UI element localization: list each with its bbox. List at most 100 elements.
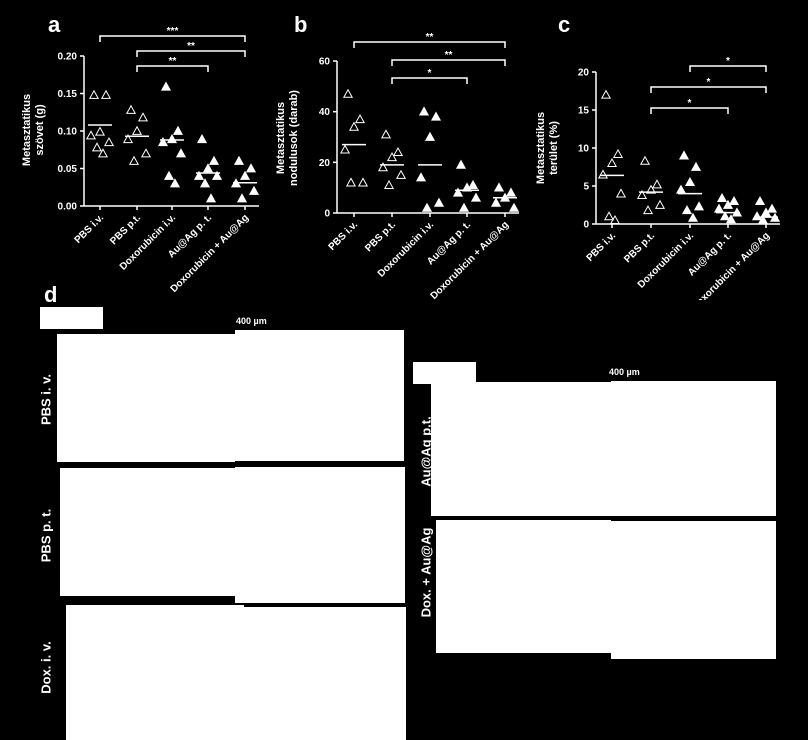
data-point-a [91,142,103,152]
data-point-b [461,182,473,192]
data-point-b [345,177,357,187]
data-point-a [211,170,223,180]
y-tick-label-b: 40 [319,107,331,118]
data-point-a [169,178,181,188]
significance-label-b: ** [426,32,434,43]
significance-bracket-b [391,59,506,66]
significance-label-c: * [726,56,730,67]
scale-bar-label-right: 400 µm [609,367,640,377]
y-tick-label-b: 60 [319,57,331,68]
data-point-c [725,214,737,224]
data-point-b [467,179,479,189]
x-tick-label-b: Doxorubicin + Au@Ag [429,219,512,300]
data-point-c [719,211,731,221]
data-point-b [415,172,427,182]
data-point-a [100,89,112,99]
y-axis-label-b: Metasztatikusnodulusok (darab) [275,90,300,186]
data-point-c [651,179,663,189]
data-point-c [754,195,766,206]
x-tick-label-c: PBS i.v. [585,230,619,264]
data-point-c [612,148,624,158]
data-point-b [470,192,482,202]
data-point-a [103,137,115,147]
data-point-a [137,112,149,122]
x-tick-label-c: PBS p.t. [622,230,657,265]
data-point-b [421,202,433,212]
y-tick-label-b: 20 [319,158,331,169]
significance-label-a: ** [169,56,177,67]
data-point-a [125,104,137,114]
data-point-b [508,202,520,212]
data-point-b [493,182,505,192]
data-point-c [684,176,696,187]
y-tick-label-c: 5 [583,182,589,193]
data-point-a [88,89,100,99]
significance-bracket-c [650,107,729,114]
data-point-b [354,114,366,124]
data-point-c [639,155,651,165]
micrograph-dox-iv-2 [244,607,406,740]
micrograph-dox-auag-1 [436,520,611,653]
data-point-a [122,134,134,144]
significance-label-a: *** [167,26,179,37]
data-point-a [236,193,248,203]
data-point-a [199,178,211,188]
y-axis-label-line: terület (%) [548,121,560,175]
micrograph-auag-2 [611,381,776,516]
data-point-b [357,177,369,187]
y-tick-label-c: 0 [583,220,589,231]
y-axis-label-line: szövet (g) [34,104,46,156]
chart-a: a 0.00 0.05 0.10 0.15 0.20 Metasztatikusszövet… [21,12,260,295]
data-point-c [690,161,702,171]
data-point-a [140,148,152,158]
data-point-b [452,187,464,197]
data-point-b [342,88,354,98]
data-point-a [202,163,214,173]
data-point-a [94,126,106,136]
data-point-c [713,203,725,213]
significance-label-a: ** [187,41,195,52]
data-point-b [505,187,517,197]
data-point-b [433,197,445,207]
y-tick-label-a: 0.20 [58,52,78,63]
data-point-c [606,157,618,168]
data-point-c [609,214,621,225]
data-point-a [97,148,109,158]
data-point-b [424,131,436,141]
micrograph-pbs-iv-2 [235,330,404,461]
data-point-a [233,155,245,165]
micrograph-pbs-pt-1 [60,468,235,596]
micrograph-dox-iv-1 [66,605,244,740]
data-point-b [339,144,351,154]
panel-letter-d: d [44,282,58,307]
data-point-a [128,155,140,165]
data-point-b [348,121,360,131]
data-point-a [248,185,260,195]
data-point-b [490,197,502,207]
data-point-c [597,169,609,179]
data-point-c [687,212,699,222]
x-tick-label-a: Doxorubicin + Au@Ag [169,212,252,295]
charts-svg: a0.000.050.100.150.20Metasztatikusszövet… [21,12,781,300]
data-point-c [642,205,654,215]
data-point-a [239,170,251,180]
x-tick-label-a: PBS p.t. [108,212,143,247]
panel-letter-b: b [294,12,307,37]
y-axis-label-line: Metasztatikus [21,94,33,166]
micrograph-auag-1 [431,382,611,516]
micrograph-dox-auag-2 [611,521,776,659]
scale-bar-label-left: 400 µm [236,316,267,326]
significance-bracket-b [353,41,506,48]
data-point-a [245,163,257,173]
x-tick-label-b: PBS p.t. [363,219,398,254]
y-axis-label-c: Metasztatikusterület (%) [535,112,560,184]
data-point-a [166,134,178,144]
data-point-a [193,170,205,180]
y-axis-label-line: nodulusok (darab) [288,90,300,186]
chart-b: b 0 20 40 60 Metasztatikusnodulusok (darab) PB… [275,12,520,300]
micrograph-thumb-right [413,362,476,384]
data-point-a [196,134,208,144]
y-tick-label-a: 0.15 [58,89,78,100]
data-point-c [603,211,615,221]
micrograph-thumb-left [40,307,103,329]
